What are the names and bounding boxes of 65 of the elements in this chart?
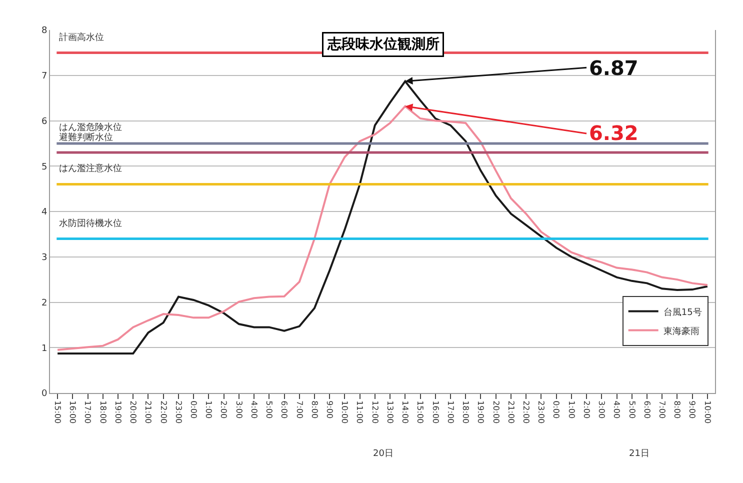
- annotation: 6.32: [589, 121, 638, 145]
- x-tick-label: 4:00: [249, 400, 258, 419]
- x-tick-label: 1:00: [566, 400, 576, 419]
- x-tick-label: 19:00: [476, 400, 486, 424]
- x-tick-label: 8:00: [672, 400, 682, 419]
- y-tick-label: 8: [41, 26, 48, 36]
- text: 志段味水位観測所: [326, 36, 440, 52]
- y-tick-label: 6: [41, 116, 48, 127]
- x-tick-label: 13:00: [385, 400, 394, 424]
- ref-line-label: 避難判断水位: [59, 132, 113, 143]
- x-tick-label: 22:00: [521, 400, 530, 424]
- x-tick-label: 4:00: [612, 400, 622, 419]
- x-tick-label: 0:00: [188, 400, 198, 419]
- legend-label: 東海豪雨: [663, 326, 700, 337]
- x-tick-label: 0:00: [552, 400, 561, 419]
- x-tick-label: 2:00: [219, 400, 228, 419]
- x-tick-label: 6:00: [280, 400, 289, 419]
- x-tick-label: 6:00: [642, 400, 652, 419]
- x-tick-label: 7:00: [294, 400, 304, 419]
- x-tick-label: 23:00: [174, 400, 183, 424]
- x-tick-label: 10:00: [340, 400, 350, 424]
- x-tick-label: 17:00: [446, 400, 455, 424]
- ref-line-label: はん濫危険水位: [59, 122, 122, 133]
- x-tick-label: 10:00: [702, 400, 712, 424]
- y-tick-label: 3: [41, 253, 48, 264]
- x-tick-label: 9:00: [325, 400, 334, 419]
- y-tick-label: 4: [41, 208, 48, 218]
- x-tick-label: 18:00: [461, 400, 470, 424]
- text: 20日: [373, 449, 394, 459]
- x-tick-label: 21:00: [144, 400, 153, 424]
- x-tick-label: 21:00: [506, 400, 516, 424]
- x-tick-label: 5:00: [264, 400, 274, 419]
- x-tick-label: 15:00: [52, 400, 62, 424]
- ref-line-label: 計画高水位: [59, 32, 104, 43]
- x-tick-label: 16:00: [430, 400, 440, 424]
- x-tick-label: 19:00: [113, 400, 122, 424]
- x-tick-label: 5:00: [627, 400, 636, 419]
- x-tick-label: 16:00: [68, 400, 78, 424]
- x-tick-label: 3:00: [597, 400, 606, 419]
- x-tick-label: 15:00: [416, 400, 425, 424]
- x-tick-label: 12:00: [370, 400, 380, 424]
- x-tick-label: 23:00: [536, 400, 546, 424]
- x-tick-label: 2:00: [582, 400, 591, 419]
- y-tick-label: 2: [41, 298, 48, 308]
- y-tick-label: 1: [41, 344, 48, 354]
- x-tick-label: 20:00: [128, 400, 138, 424]
- annotation: 6.87: [589, 56, 638, 80]
- x-tick-label: 8:00: [310, 400, 319, 419]
- x-tick-label: 17:00: [83, 400, 92, 424]
- x-tick-label: 18:00: [98, 400, 108, 424]
- x-tick-label: 11:00: [355, 400, 364, 424]
- x-tick-label: 1:00: [204, 400, 214, 419]
- x-tick-label: 22:00: [158, 400, 168, 424]
- text: 21日: [629, 449, 650, 459]
- y-tick-label: 5: [41, 162, 48, 172]
- y-tick-label: 0: [41, 389, 48, 400]
- x-tick-label: 7:00: [658, 400, 666, 419]
- x-tick-label: 20:00: [491, 400, 500, 424]
- y-tick-label: 7: [41, 72, 48, 82]
- x-tick-label: 14:00: [400, 400, 410, 424]
- legend-label: 台風15号: [663, 306, 702, 318]
- ref-line-label: はん濫注意水位: [59, 163, 122, 174]
- ref-line-label: 水防団待機水位: [59, 218, 122, 229]
- x-tick-label: 3:00: [234, 400, 244, 419]
- x-tick-label: 9:00: [688, 400, 697, 419]
